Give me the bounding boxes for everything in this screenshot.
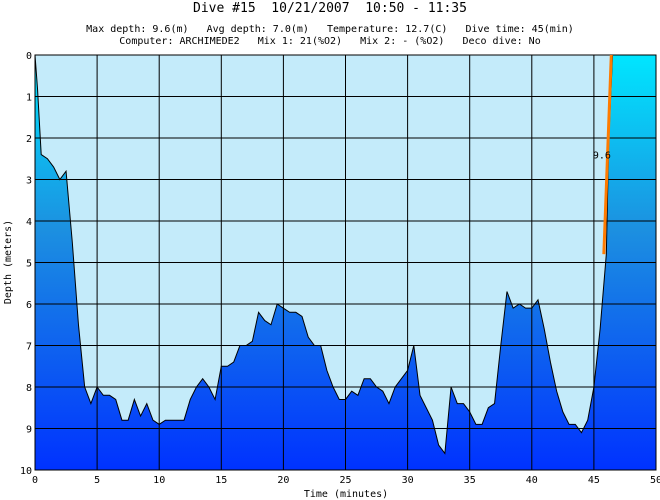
x-tick-label: 40: [526, 475, 538, 486]
dive-info-line-2: Computer: ARCHIMEDE2 Mix 1: 21(%O2) Mix …: [119, 36, 541, 47]
y-tick-label: 3: [26, 176, 32, 187]
max-depth-annotation: 9.6: [593, 151, 611, 162]
x-tick-label: 0: [32, 475, 38, 486]
ascent-segment: [602, 54, 613, 255]
x-tick-label: 45: [588, 475, 600, 486]
y-tick-label: 7: [26, 342, 32, 353]
x-axis-ticks: 0 5 10 15 20 25 30 35 40 45 50: [32, 475, 660, 486]
dive-profile-line: [34, 54, 614, 455]
surface-area-fill: [35, 55, 613, 454]
chart-title: Dive #15 10/21/2007 10:50 - 11:35: [193, 1, 467, 16]
y-tick-label: 6: [26, 300, 32, 311]
y-tick-label: 8: [26, 383, 32, 394]
surface-water-area: [34, 54, 614, 455]
x-axis-label: Time (minutes): [304, 489, 388, 500]
y-tick-label: 4: [26, 217, 32, 228]
y-axis-ticks: 0 1 2 3 4 5 6 7 8 9 10: [20, 51, 32, 477]
y-tick-label: 2: [26, 134, 32, 145]
ascent-rate-line: [602, 54, 613, 255]
plot-frame: [34, 54, 657, 471]
grid: [34, 54, 657, 471]
y-tick-label: 1: [26, 93, 32, 104]
x-tick-label: 30: [402, 475, 414, 486]
y-tick-label: 0: [26, 51, 32, 62]
x-tick-label: 10: [153, 475, 165, 486]
dive-info-line-1: Max depth: 9.6(m) Avg depth: 7.0(m) Temp…: [86, 24, 574, 35]
y-tick-label: 9: [26, 425, 32, 436]
y-tick-label: 10: [20, 466, 32, 477]
x-tick-label: 20: [277, 475, 289, 486]
x-tick-label: 35: [464, 475, 476, 486]
y-tick-label: 5: [26, 259, 32, 270]
x-tick-label: 25: [339, 475, 351, 486]
x-tick-label: 5: [94, 475, 100, 486]
y-axis-label: Depth (meters): [3, 220, 14, 304]
x-tick-label: 15: [215, 475, 227, 486]
annotations: 9.6: [593, 151, 611, 162]
x-tick-label: 50: [650, 475, 660, 486]
